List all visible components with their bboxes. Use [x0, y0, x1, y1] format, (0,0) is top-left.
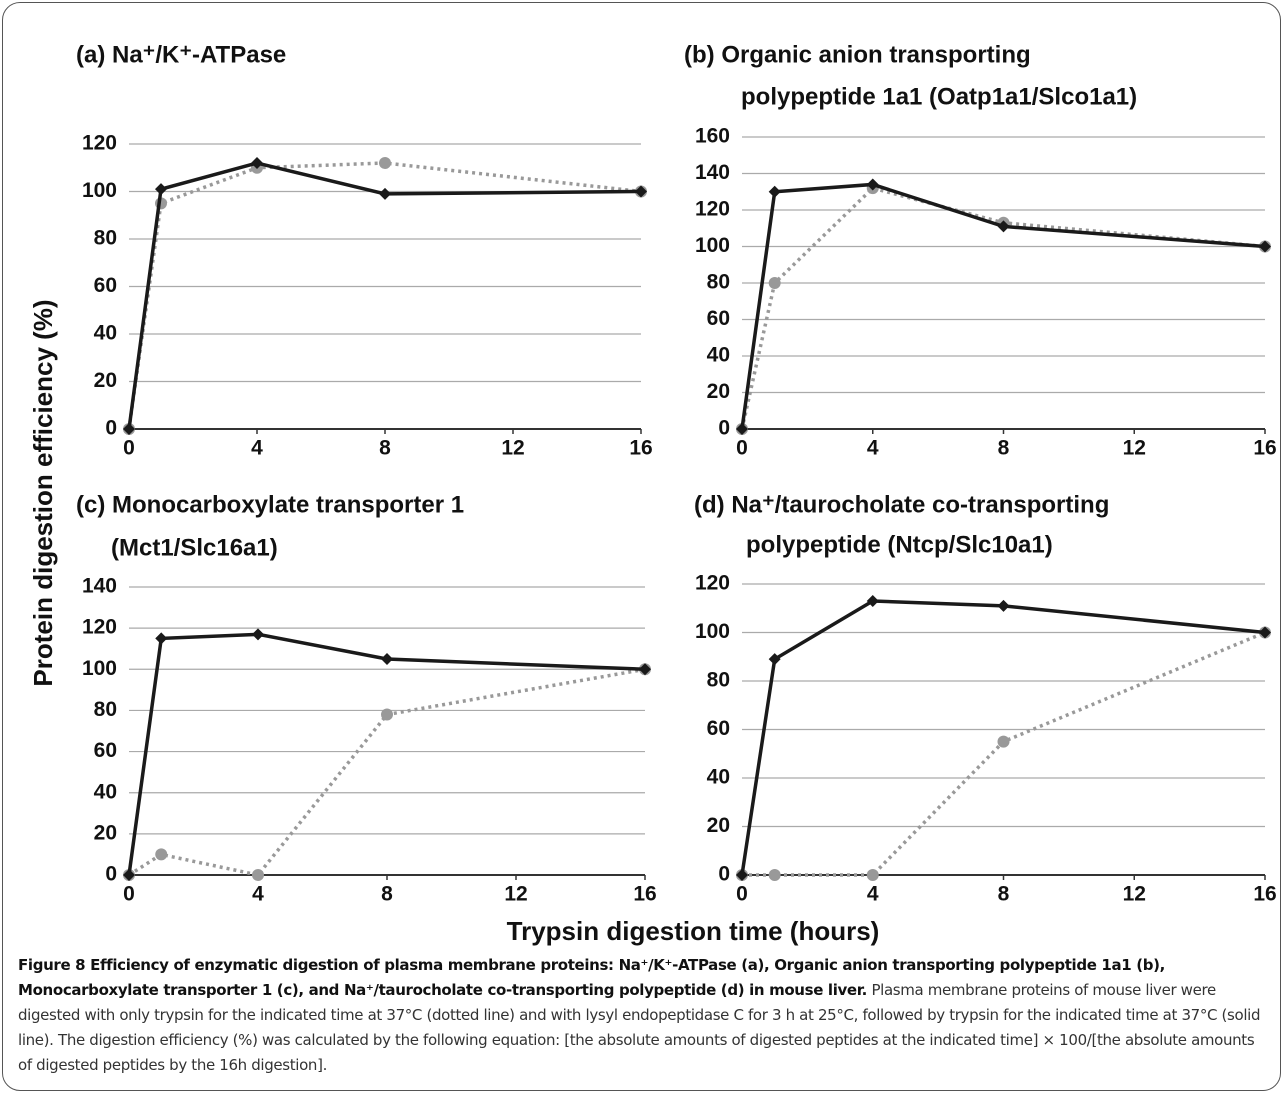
y-tick-label: 0 — [105, 417, 117, 440]
y-tick-label: 60 — [94, 274, 117, 297]
point — [866, 594, 879, 607]
point — [736, 423, 748, 435]
series-line — [742, 630, 1266, 877]
y-tick-label: 20 — [707, 380, 730, 403]
x-tick-label: 12 — [1123, 883, 1146, 906]
y-tick-label: 60 — [94, 739, 117, 762]
y-tick-label: 100 — [82, 179, 117, 202]
x-tick-label: 8 — [379, 437, 391, 460]
y-tick-label: 120 — [82, 616, 117, 639]
panel-title: polypeptide (Ntcp/Slc10a1) — [746, 531, 1053, 558]
point — [1259, 626, 1271, 639]
point — [123, 869, 135, 881]
y-tick-label: 40 — [707, 766, 730, 789]
caption: Figure 8 Efficiency of enzymatic digesti… — [18, 953, 1268, 1078]
point — [155, 183, 167, 196]
panel-title: (c) Monocarboxylate transporter 1 — [76, 491, 464, 518]
point — [635, 185, 647, 198]
y-tick-label: 120 — [82, 132, 117, 155]
chart: Protein digestion efficiency (%) Trypsin… — [28, 41, 1277, 946]
y-tick-label: 0 — [718, 417, 730, 440]
point — [997, 735, 1010, 748]
x-tick-label: 16 — [1253, 883, 1276, 906]
point — [997, 220, 1010, 233]
y-tick-label: 20 — [94, 821, 117, 844]
x-tick-label: 4 — [251, 437, 263, 460]
point — [379, 187, 391, 200]
y-tick-label: 100 — [695, 234, 730, 257]
panel-title: (Mct1/Slc16a1) — [111, 534, 278, 561]
point — [123, 423, 135, 435]
series-line — [127, 632, 646, 876]
point — [736, 869, 748, 881]
x-tick-label: 12 — [501, 437, 524, 460]
point — [252, 628, 264, 641]
point — [155, 632, 168, 645]
y-tick-label: 100 — [82, 657, 117, 680]
x-tick-label: 8 — [998, 437, 1010, 460]
y-tick-label: 60 — [707, 717, 730, 740]
x-tick-label: 4 — [867, 883, 879, 906]
y-tick-label: 120 — [695, 572, 730, 595]
point — [251, 157, 263, 169]
point — [155, 848, 168, 861]
y-tick-label: 60 — [707, 307, 730, 330]
x-tick-label: 0 — [123, 883, 135, 906]
point — [768, 277, 781, 289]
panel-title: (b) Organic anion transporting — [684, 41, 1031, 68]
x-tick-label: 4 — [867, 437, 879, 460]
point — [381, 708, 393, 721]
x-tick-label: 8 — [998, 883, 1010, 906]
x-tick-label: 16 — [1253, 437, 1276, 460]
y-tick-label: 140 — [82, 575, 117, 598]
y-tick-label: 160 — [695, 125, 730, 148]
series-line — [127, 161, 642, 430]
y-tick-label: 0 — [718, 863, 730, 886]
point — [768, 185, 781, 198]
panel-title: (a) Na⁺/K⁺-ATPase — [76, 41, 286, 68]
caption-title: Figure 8 Efficiency of enzymatic digesti… — [18, 956, 1165, 999]
y-axis-label: Protein digestion efficiency (%) — [28, 299, 58, 686]
series-line — [128, 667, 646, 877]
point — [381, 653, 393, 665]
y-tick-label: 80 — [707, 271, 730, 294]
caption-body: Plasma membrane proteins of mouse liver … — [18, 981, 1261, 1074]
y-tick-label: 0 — [105, 863, 117, 886]
x-tick-label: 4 — [252, 883, 264, 906]
y-tick-label: 80 — [94, 227, 117, 250]
x-tick-label: 16 — [633, 883, 656, 906]
y-tick-label: 20 — [707, 814, 730, 837]
x-tick-label: 0 — [123, 437, 135, 460]
point — [1259, 240, 1271, 253]
point — [768, 653, 781, 666]
y-tick-label: 100 — [695, 620, 730, 643]
y-tick-label: 40 — [707, 344, 730, 367]
x-tick-label: 0 — [736, 437, 748, 460]
x-axis-label: Trypsin digestion time (hours) — [507, 916, 880, 946]
y-tick-label: 40 — [94, 780, 117, 803]
x-tick-label: 12 — [1123, 437, 1146, 460]
point — [997, 599, 1010, 612]
y-tick-label: 20 — [94, 369, 117, 392]
point — [252, 869, 264, 881]
point — [866, 178, 879, 191]
point — [639, 663, 651, 676]
x-tick-label: 8 — [381, 883, 393, 906]
y-tick-label: 80 — [707, 669, 730, 692]
y-tick-label: 120 — [695, 198, 730, 221]
x-tick-label: 12 — [504, 883, 527, 906]
panel-title: polypeptide 1a1 (Oatp1a1/Slco1a1) — [741, 83, 1137, 110]
series-line — [127, 161, 642, 430]
y-tick-label: 80 — [94, 698, 117, 721]
point — [866, 869, 879, 881]
panel-title: (d) Na⁺/taurocholate co-transporting — [694, 491, 1109, 518]
y-tick-label: 140 — [695, 161, 730, 184]
series-line — [740, 186, 1266, 430]
x-tick-label: 16 — [629, 437, 652, 460]
y-tick-label: 40 — [94, 322, 117, 345]
x-tick-label: 0 — [736, 883, 748, 906]
point — [379, 157, 391, 169]
point — [768, 869, 781, 881]
